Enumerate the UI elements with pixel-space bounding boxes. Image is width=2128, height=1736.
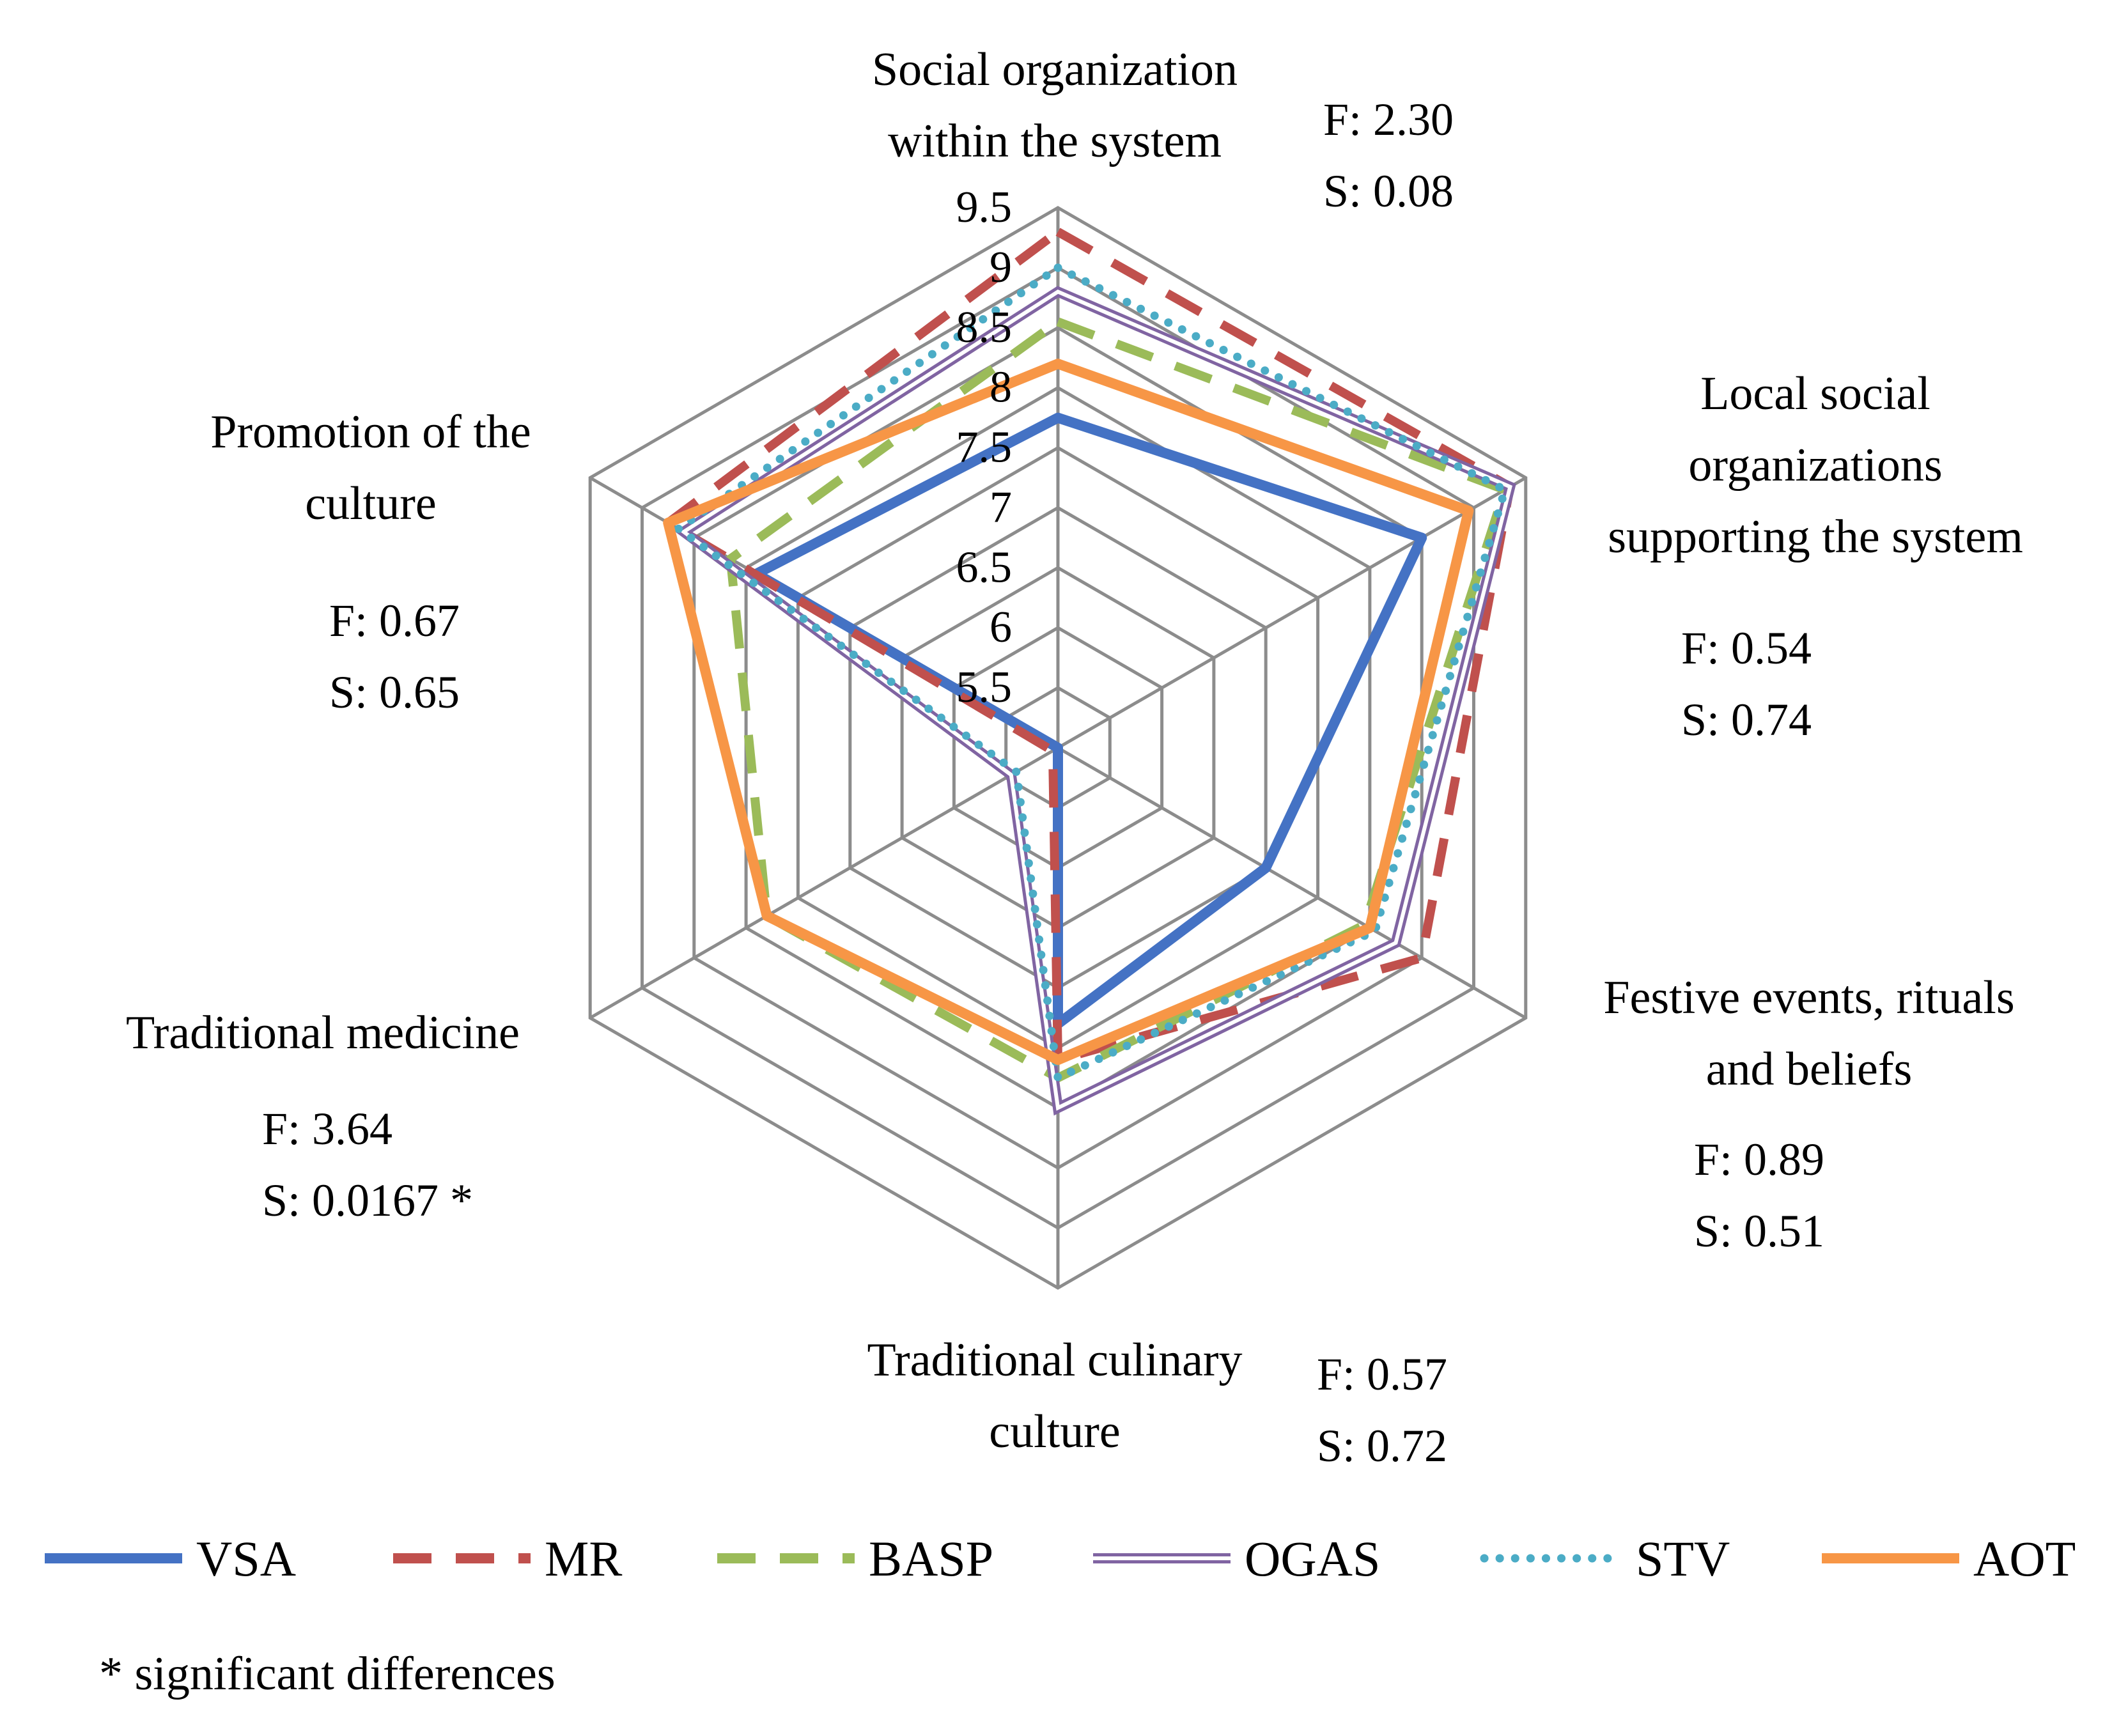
tick-label-3: 7 (990, 483, 1012, 532)
axis-title-1-line-0: Local social (1700, 368, 1930, 420)
stat-s-2: S: 0.51 (1694, 1205, 1824, 1257)
tick-label-0: 5.5 (956, 663, 1013, 712)
spoke-1 (1057, 476, 1527, 750)
axis-title-4-line-0: Traditional medicine (126, 1007, 520, 1059)
axis-title-3-line-1: culture (989, 1406, 1120, 1458)
legend-item-vsa: VSA (45, 1531, 296, 1586)
tick-label-5: 8 (990, 363, 1012, 412)
series-ogas-outer (674, 286, 1516, 1116)
stat-s-5: S: 0.65 (329, 667, 460, 718)
stat-s-3: S: 0.72 (1317, 1420, 1447, 1471)
series-aot (663, 359, 1474, 1066)
spoke-4 (589, 746, 1059, 1019)
axis-title-3-line-0: Traditional culinary (867, 1334, 1242, 1386)
radar-labels: 5.5 6 6.5 7 7.5 8 8.5 9 9.5 Social organization wi… (126, 43, 2023, 1471)
legend-label-aot: AOT (1973, 1531, 2076, 1586)
legend-item-ogas: OGAS (1093, 1531, 1380, 1586)
legend-label-ogas: OGAS (1245, 1531, 1380, 1586)
tick-label-2: 6.5 (956, 543, 1013, 592)
legend-item-mr: MR (393, 1531, 622, 1586)
axis-title-0-line-0: Social organization (872, 43, 1238, 96)
stat-f-0: F: 2.30 (1323, 94, 1454, 145)
legend-label-mr: MR (545, 1531, 622, 1586)
axis-title-2-line-1: and beliefs (1706, 1043, 1913, 1096)
stat-f-4: F: 3.64 (262, 1103, 392, 1154)
stat-f-2: F: 0.89 (1694, 1134, 1824, 1185)
stat-f-1: F: 0.54 (1681, 623, 1812, 674)
spoke-2 (1057, 746, 1527, 1019)
axis-title-1-line-2: supporting the system (1608, 511, 2023, 563)
stat-f-3: F: 0.57 (1317, 1349, 1447, 1400)
series-stv (671, 263, 1511, 1085)
stat-s-1: S: 0.74 (1681, 694, 1812, 745)
tick-label-7: 9 (990, 243, 1012, 292)
axis-title-5-line-0: Promotion of the (210, 406, 531, 458)
tick-label-4: 7.5 (956, 423, 1013, 472)
legend-item-basp: BASP (717, 1531, 993, 1586)
legend-label-basp: BASP (869, 1531, 993, 1586)
tick-label-6: 8.5 (956, 303, 1013, 352)
axis-title-5-line-1: culture (305, 477, 436, 530)
axis-title-2-line-0: Festive events, rituals (1603, 972, 2014, 1024)
stat-s-0: S: 0.08 (1323, 166, 1454, 217)
legend: VSA MR BASP OGAS STV AOT (45, 1531, 2076, 1586)
tick-label-1: 6 (990, 603, 1012, 652)
series-aot-line (663, 359, 1474, 1066)
axis-title-1-line-1: organizations (1688, 439, 1942, 492)
series-ogas-inner (680, 290, 1512, 1111)
axis-title-0-line-1: within the system (888, 115, 1222, 167)
legend-label-stv: STV (1636, 1531, 1730, 1586)
series-ogas (674, 286, 1516, 1116)
legend-item-aot: AOT (1822, 1531, 2076, 1586)
tick-label-8: 9.5 (956, 183, 1013, 232)
stat-f-5: F: 0.67 (329, 595, 460, 646)
legend-label-vsa: VSA (196, 1531, 296, 1586)
series-stv-line (671, 263, 1511, 1085)
legend-item-stv: STV (1480, 1531, 1730, 1586)
significance-footnote: * significant differences (99, 1648, 555, 1700)
stat-s-4: S: 0.0167 * (262, 1175, 473, 1226)
radar-series (663, 227, 1516, 1116)
